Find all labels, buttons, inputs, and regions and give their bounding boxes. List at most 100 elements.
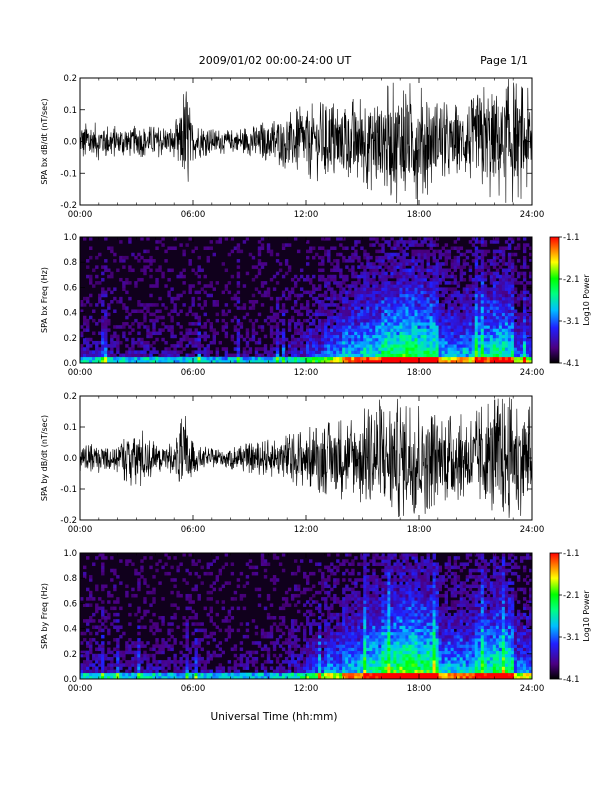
spectrogram-cell bbox=[281, 309, 286, 313]
spectrogram-cell bbox=[230, 597, 235, 601]
spectrogram-cell bbox=[387, 300, 391, 304]
spectrogram-cell bbox=[342, 300, 346, 304]
spectrogram-cell bbox=[429, 334, 433, 339]
spectrogram-cell bbox=[254, 625, 259, 629]
spectrogram-cell bbox=[402, 268, 406, 273]
spectrogram-cell bbox=[125, 584, 129, 589]
spectrogram-cell bbox=[278, 616, 283, 620]
spectrogram-cell bbox=[278, 672, 283, 677]
spectrogram-cell bbox=[299, 669, 304, 674]
spectrogram-cell bbox=[197, 337, 201, 342]
spectrogram-cell bbox=[414, 277, 418, 282]
spectrogram-cell bbox=[399, 325, 403, 329]
spectrogram-cell bbox=[423, 344, 427, 348]
spectrogram-cell bbox=[146, 334, 150, 339]
spectrogram-cell bbox=[140, 616, 144, 620]
spectrogram-cell bbox=[375, 359, 379, 364]
spectrogram-cell bbox=[188, 359, 192, 364]
spectrogram-cell bbox=[435, 325, 439, 329]
spectrogram-cell bbox=[86, 259, 90, 263]
spectrogram-cell bbox=[501, 318, 506, 323]
spectrogram-cell bbox=[345, 306, 349, 310]
spectrogram-cell bbox=[528, 296, 533, 301]
spectrogram-cell bbox=[501, 271, 506, 276]
spectrogram-cell bbox=[309, 660, 313, 664]
spectrogram-cell bbox=[498, 350, 503, 354]
spectrogram-cell bbox=[263, 347, 268, 351]
spectrogram-cell bbox=[327, 575, 331, 579]
spectrogram-cell bbox=[354, 331, 358, 336]
spectrogram-cell bbox=[302, 347, 307, 351]
spectrogram-cell bbox=[101, 644, 105, 648]
spectrogram-cell bbox=[315, 344, 319, 348]
spectrogram-cell bbox=[92, 663, 96, 667]
spectrogram-cell bbox=[483, 303, 488, 307]
spectrogram-cell bbox=[402, 290, 406, 295]
spectrogram-cell bbox=[312, 334, 316, 339]
spectrogram-cell bbox=[143, 612, 147, 617]
spectrogram-cell bbox=[393, 293, 397, 298]
spectrogram-cell bbox=[191, 559, 195, 563]
spectrogram-cell bbox=[450, 353, 455, 358]
spectrogram-cell bbox=[125, 562, 129, 566]
spectrogram-cell bbox=[360, 340, 364, 345]
spectrogram-cell bbox=[354, 356, 358, 361]
spectrogram-cell bbox=[164, 249, 168, 254]
spectrogram-cell bbox=[462, 306, 467, 310]
spectrogram-cell bbox=[161, 616, 165, 620]
spectrogram-cell bbox=[417, 284, 421, 288]
spectrogram-cell bbox=[110, 271, 114, 276]
spectrogram-cell bbox=[263, 559, 268, 563]
spectrogram-cell bbox=[522, 325, 527, 329]
spectrogram-cell bbox=[266, 356, 271, 361]
spectrogram-cell bbox=[357, 322, 361, 326]
spectrogram-cell bbox=[345, 246, 349, 250]
spectrogram-cell bbox=[456, 359, 461, 364]
spectrogram-cell bbox=[239, 334, 244, 339]
spectrogram-cell bbox=[315, 634, 319, 639]
spectrogram-cell bbox=[92, 350, 96, 354]
spectrogram-cell bbox=[287, 641, 292, 645]
spectrogram-cell bbox=[447, 315, 452, 320]
spectrogram-cell bbox=[408, 296, 412, 301]
spectrogram-cell bbox=[345, 265, 349, 269]
spectrogram-cell bbox=[441, 340, 446, 345]
spectrogram-cell bbox=[471, 312, 476, 317]
spectrogram-cell bbox=[263, 350, 268, 354]
spectrogram-cell bbox=[327, 647, 331, 652]
spectrogram-cell bbox=[387, 265, 391, 269]
spectrogram-cell bbox=[312, 274, 316, 279]
spectrogram-cell bbox=[384, 296, 388, 301]
spectrogram-cell bbox=[480, 293, 485, 298]
spectrogram-cell bbox=[176, 669, 180, 674]
x-tick-label: 18:00 bbox=[407, 210, 432, 220]
spectrogram-cell bbox=[203, 347, 207, 351]
spectrogram-cell bbox=[474, 347, 479, 351]
spectrogram-cell bbox=[516, 359, 521, 364]
spectrogram-cell bbox=[351, 340, 355, 345]
spectrogram-cell bbox=[134, 593, 138, 598]
spectrogram-cell bbox=[95, 656, 99, 661]
spectrogram-cell bbox=[438, 312, 442, 317]
spectrogram-cell bbox=[516, 300, 521, 304]
spectrogram-cell bbox=[306, 575, 310, 579]
spectrogram-cell bbox=[441, 312, 446, 317]
spectrogram-cell bbox=[444, 287, 449, 291]
spectrogram-cell bbox=[438, 306, 442, 310]
spectrogram-cell bbox=[330, 350, 334, 354]
spectrogram-cell bbox=[122, 334, 126, 339]
spectrogram-cell bbox=[312, 584, 316, 589]
spectrogram-cell bbox=[146, 306, 150, 310]
spectrogram-cell bbox=[158, 265, 162, 269]
spectrogram-cell bbox=[306, 356, 310, 361]
spectrogram-cell bbox=[287, 669, 292, 674]
spectrogram-cell bbox=[107, 656, 111, 661]
spectrogram-cell bbox=[471, 328, 476, 332]
spectrogram-cell bbox=[399, 277, 403, 282]
spectrogram-cell bbox=[513, 290, 518, 295]
spectrogram-cell bbox=[444, 300, 449, 304]
spectrogram-cell bbox=[290, 672, 295, 677]
spectrogram-cell bbox=[296, 565, 301, 570]
spectrogram-cell bbox=[381, 359, 385, 364]
spectrogram-cell bbox=[513, 296, 518, 301]
